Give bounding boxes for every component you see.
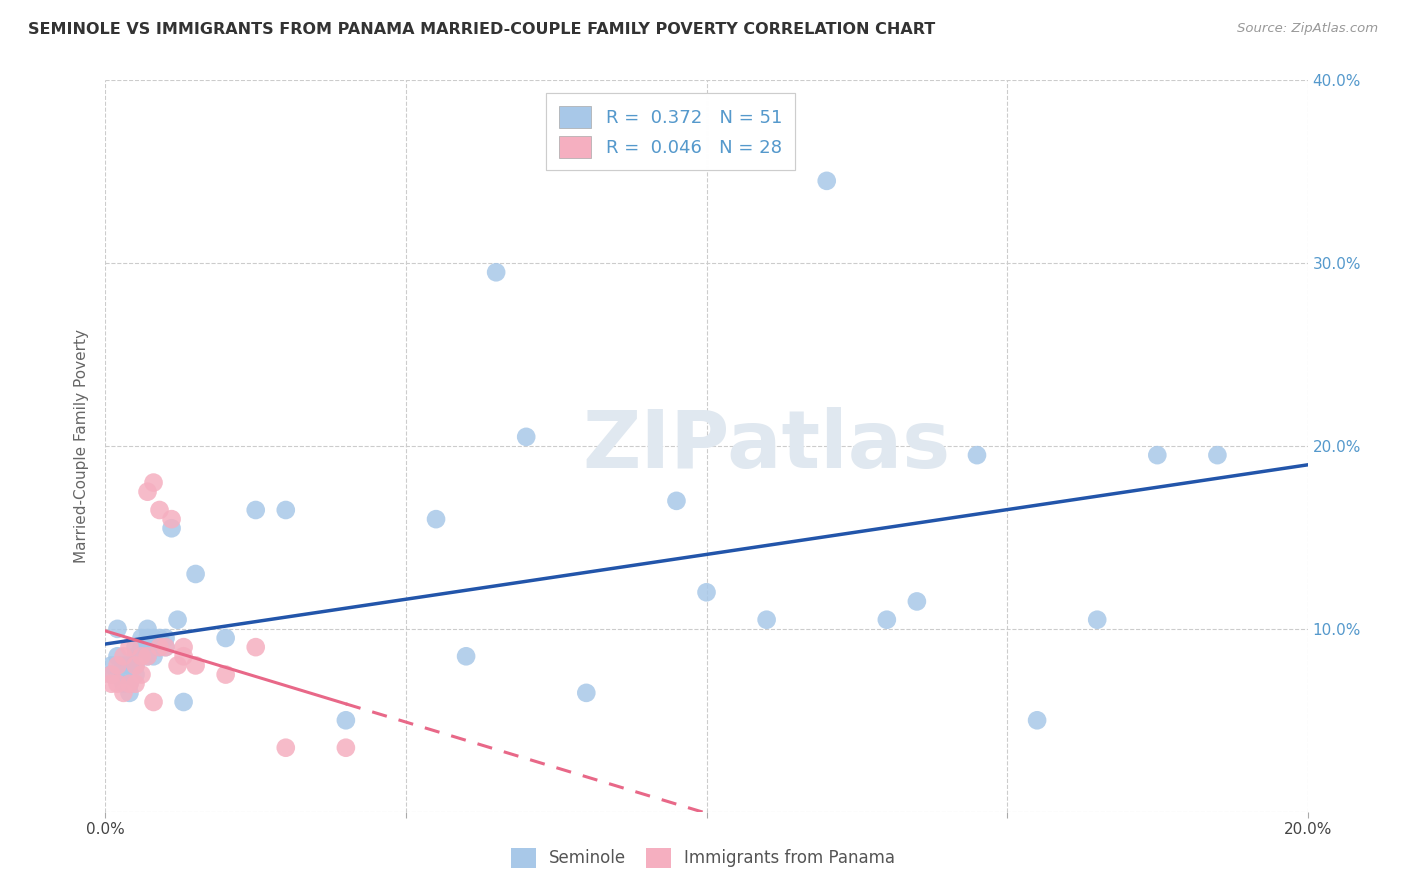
Point	[124, 658, 146, 673]
Point	[575, 686, 598, 700]
Point	[184, 658, 207, 673]
Point	[118, 640, 141, 655]
Point	[112, 649, 135, 664]
Point	[112, 676, 135, 690]
Point	[274, 740, 297, 755]
Point	[335, 740, 357, 755]
Point	[274, 503, 297, 517]
Point	[214, 631, 236, 645]
Point	[425, 512, 447, 526]
Point	[107, 649, 129, 664]
Point	[665, 493, 688, 508]
Point	[214, 667, 236, 681]
Point	[136, 649, 159, 664]
Point	[124, 649, 146, 664]
Point	[905, 594, 928, 608]
Point	[696, 585, 718, 599]
Point	[184, 567, 207, 582]
Point	[485, 265, 508, 279]
Point	[118, 676, 141, 690]
Point	[166, 613, 188, 627]
Point	[136, 484, 159, 499]
Point	[131, 649, 153, 664]
Point	[124, 658, 146, 673]
Point	[131, 640, 153, 655]
Point	[515, 430, 537, 444]
Point	[131, 649, 153, 664]
Point	[112, 686, 135, 700]
Point	[148, 503, 170, 517]
Point	[124, 676, 146, 690]
Point	[124, 640, 146, 655]
Point	[142, 475, 165, 490]
Point	[1206, 448, 1229, 462]
Point	[876, 613, 898, 627]
Point	[112, 658, 135, 673]
Text: Source: ZipAtlas.com: Source: ZipAtlas.com	[1237, 22, 1378, 36]
Point	[1146, 448, 1168, 462]
Point	[166, 658, 188, 673]
Point	[142, 649, 165, 664]
Point	[107, 676, 129, 690]
Point	[815, 174, 838, 188]
Point	[124, 667, 146, 681]
Point	[173, 640, 195, 655]
Point	[245, 503, 267, 517]
Point	[148, 640, 170, 655]
Point	[100, 667, 122, 681]
Point	[155, 640, 177, 655]
Point	[160, 521, 183, 535]
Point	[131, 667, 153, 681]
Point	[966, 448, 988, 462]
Legend: Seminole, Immigrants from Panama: Seminole, Immigrants from Panama	[503, 841, 903, 875]
Point	[454, 649, 477, 664]
Point	[136, 649, 159, 664]
Point	[118, 658, 141, 673]
Text: SEMINOLE VS IMMIGRANTS FROM PANAMA MARRIED-COUPLE FAMILY POVERTY CORRELATION CHA: SEMINOLE VS IMMIGRANTS FROM PANAMA MARRI…	[28, 22, 935, 37]
Point	[131, 631, 153, 645]
Point	[1085, 613, 1108, 627]
Point	[142, 640, 165, 655]
Point	[118, 676, 141, 690]
Point	[160, 512, 183, 526]
Point	[100, 658, 122, 673]
Point	[173, 695, 195, 709]
Point	[155, 631, 177, 645]
Point	[173, 649, 195, 664]
Point	[335, 714, 357, 728]
Point	[148, 631, 170, 645]
Point	[1026, 714, 1049, 728]
Point	[142, 631, 165, 645]
Point	[118, 686, 141, 700]
Point	[107, 622, 129, 636]
Point	[755, 613, 778, 627]
Y-axis label: Married-Couple Family Poverty: Married-Couple Family Poverty	[75, 329, 90, 563]
Point	[245, 640, 267, 655]
Point	[136, 622, 159, 636]
Point	[136, 631, 159, 645]
Point	[107, 658, 129, 673]
Point	[142, 695, 165, 709]
Point	[155, 640, 177, 655]
Text: ZIPatlas: ZIPatlas	[582, 407, 950, 485]
Point	[100, 676, 122, 690]
Point	[112, 667, 135, 681]
Legend: R =  0.372   N = 51, R =  0.046   N = 28: R = 0.372 N = 51, R = 0.046 N = 28	[546, 93, 794, 170]
Point	[100, 667, 122, 681]
Point	[148, 640, 170, 655]
